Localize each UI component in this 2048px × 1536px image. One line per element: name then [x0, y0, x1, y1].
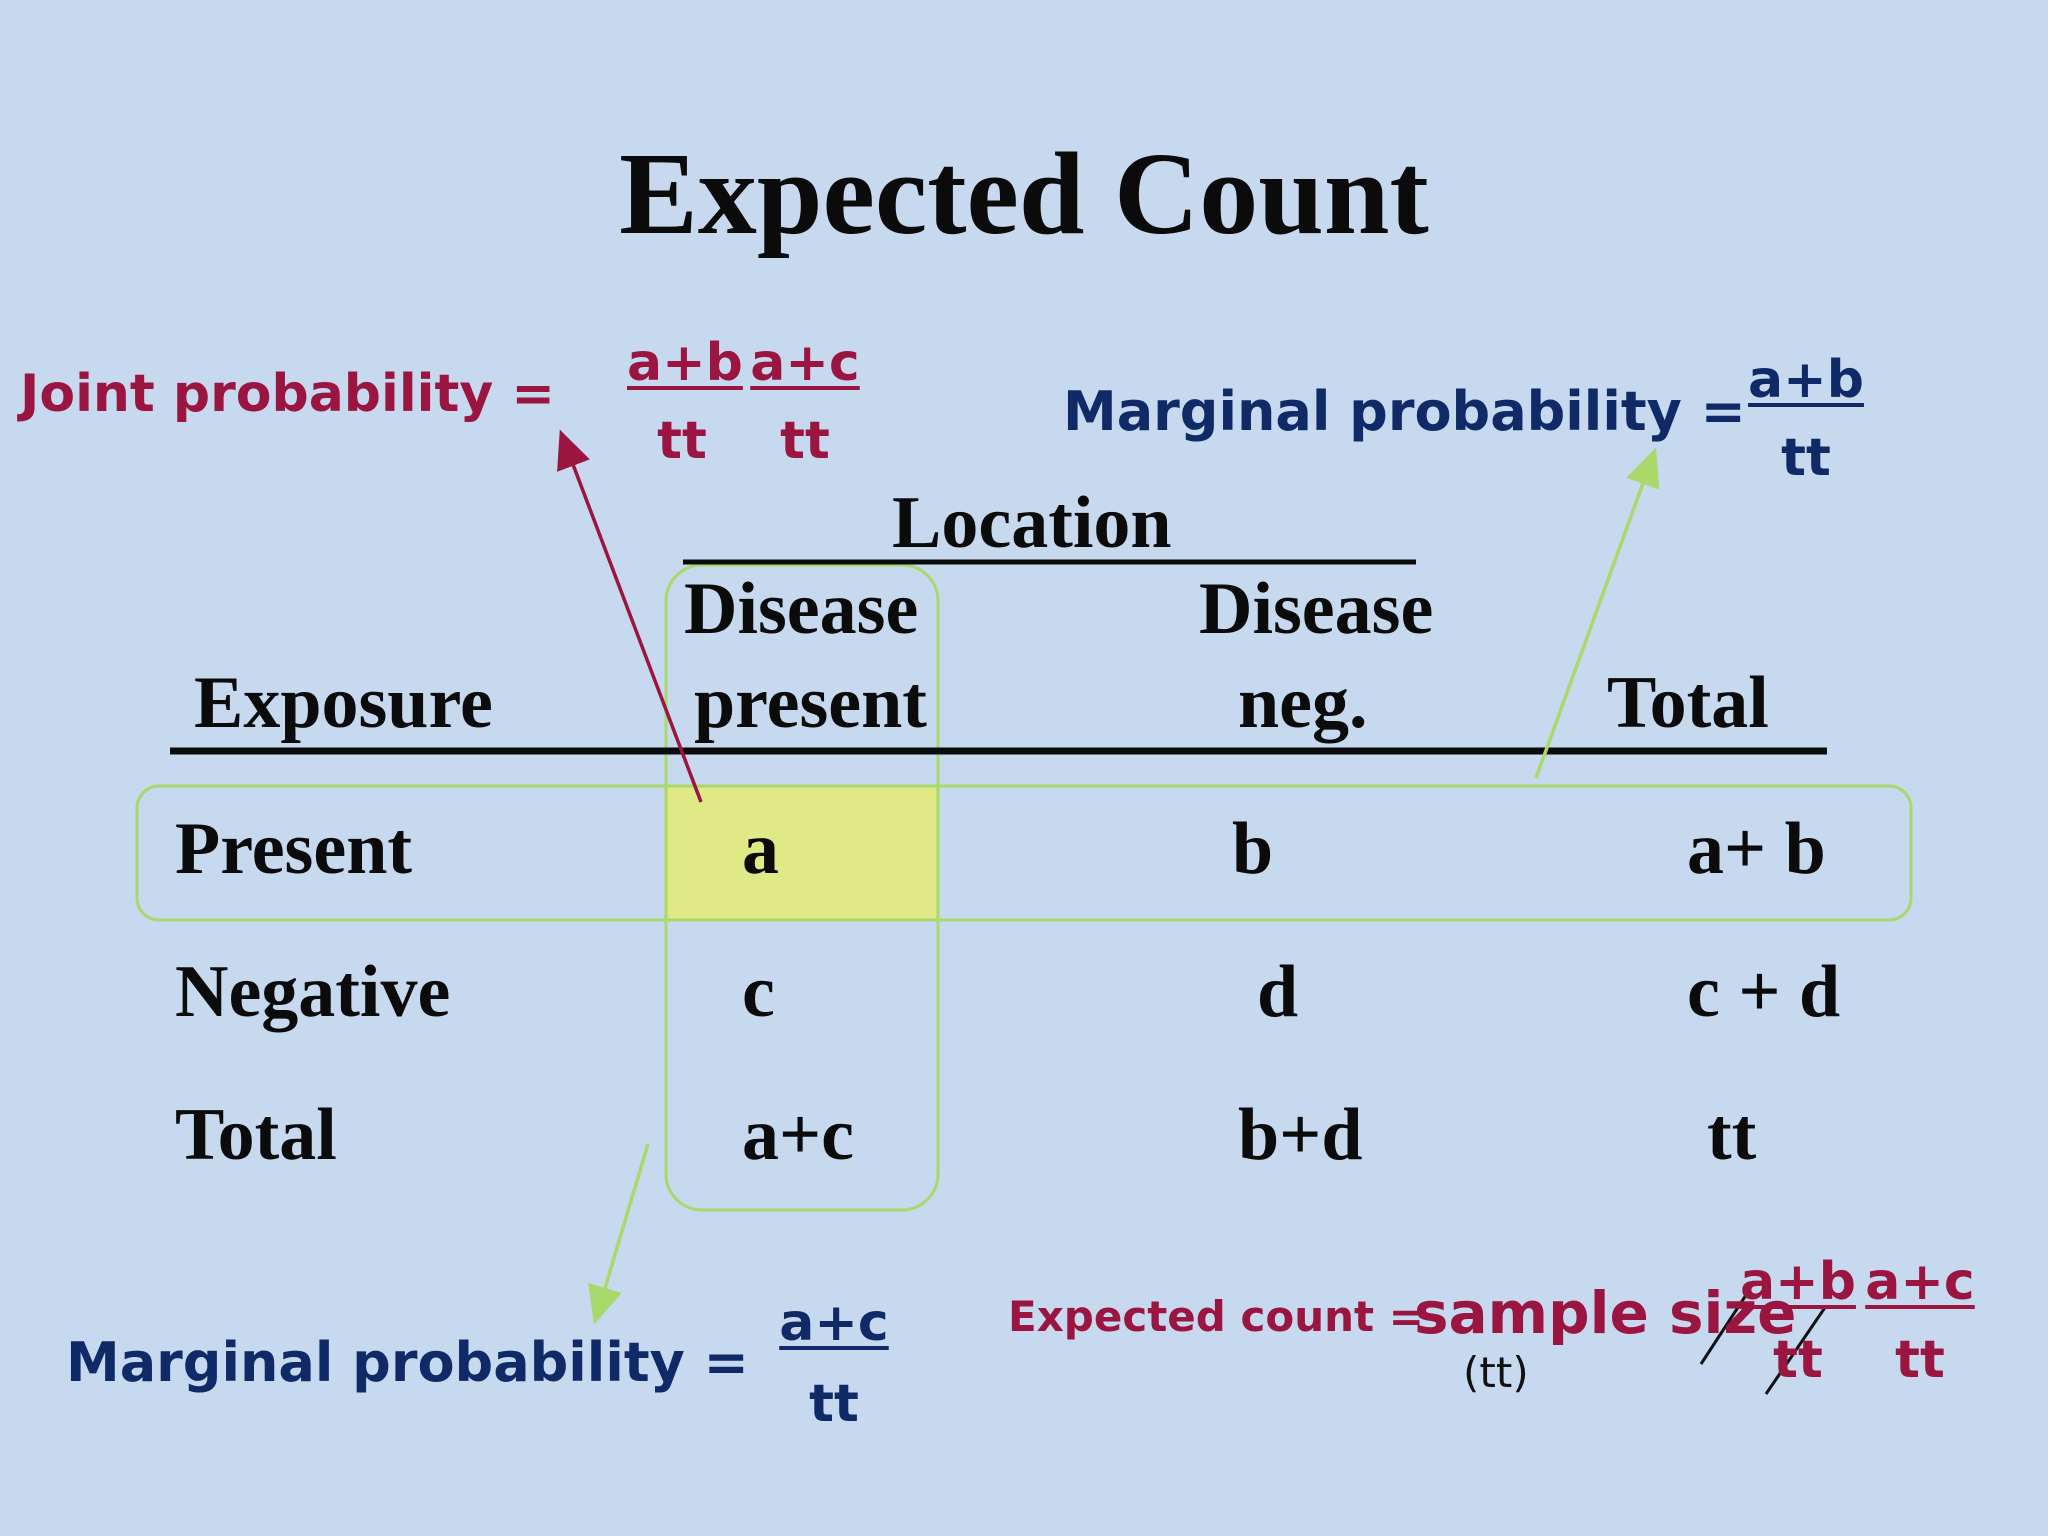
marginal-col-denominator: tt — [809, 1374, 859, 1434]
marginal-col-arrow — [588, 1143, 650, 1325]
highlight-cell-a — [666, 786, 938, 920]
col-header-disease-neg-line1: Disease — [1199, 568, 1434, 650]
row-highlight-outline — [135, 784, 1913, 922]
cell-b-plus-d: b+d — [1238, 1094, 1363, 1176]
joint-frac2-numerator: a+c — [750, 333, 860, 393]
joint-frac2-denominator: tt — [780, 411, 830, 471]
row-header-exposure: Exposure — [194, 662, 493, 744]
cell-d: d — [1257, 951, 1299, 1033]
marginal-row-arrow — [1534, 447, 1660, 779]
column-highlight-outline — [664, 563, 940, 1212]
marginal-row-denominator: tt — [1781, 428, 1831, 488]
cell-a-plus-c: a+c — [742, 1094, 855, 1176]
row-label-present: Present — [175, 808, 412, 890]
col-header-disease-neg-line2: neg. — [1238, 662, 1368, 744]
cell-c: c — [742, 951, 775, 1033]
location-header: Location — [892, 482, 1172, 564]
joint-arrow — [557, 429, 703, 803]
expected-count-label: Expected count = — [1008, 1292, 1424, 1341]
sample-size-note: (tt) — [1463, 1348, 1529, 1397]
joint-probability-label: Joint probability = — [20, 364, 555, 424]
marginal-col-label: Marginal probability = — [66, 1331, 749, 1394]
cancel-slash-2 — [1764, 1305, 1828, 1395]
sample-size-text: sample size — [1414, 1279, 1797, 1347]
marginal-row-numerator: a+b — [1748, 350, 1864, 410]
row-label-total: Total — [175, 1094, 337, 1176]
expected-frac1-denominator: tt — [1773, 1330, 1823, 1390]
expected-frac1-numerator: a+b — [1740, 1252, 1856, 1312]
expected-frac2-numerator: a+c — [1865, 1252, 1975, 1312]
cell-a: a — [742, 808, 779, 890]
cancel-slash-1 — [1699, 1291, 1750, 1365]
cell-b: b — [1232, 808, 1274, 890]
expected-frac2-denominator: tt — [1895, 1330, 1945, 1390]
joint-frac1-denominator: tt — [657, 411, 707, 471]
cell-grand-total: tt — [1707, 1094, 1757, 1176]
cell-c-plus-d: c + d — [1687, 951, 1841, 1033]
col-header-disease-present-line2: present — [694, 662, 927, 744]
slide-title: Expected Count — [619, 128, 1429, 259]
row-label-negative: Negative — [175, 951, 451, 1033]
col-header-total: Total — [1607, 662, 1769, 744]
marginal-col-numerator: a+c — [779, 1293, 889, 1353]
joint-frac1-numerator: a+b — [627, 333, 743, 393]
col-header-disease-present-line1: Disease — [684, 568, 919, 650]
cell-a-plus-b: a+ b — [1687, 808, 1826, 890]
marginal-row-label: Marginal probability = — [1063, 380, 1746, 443]
